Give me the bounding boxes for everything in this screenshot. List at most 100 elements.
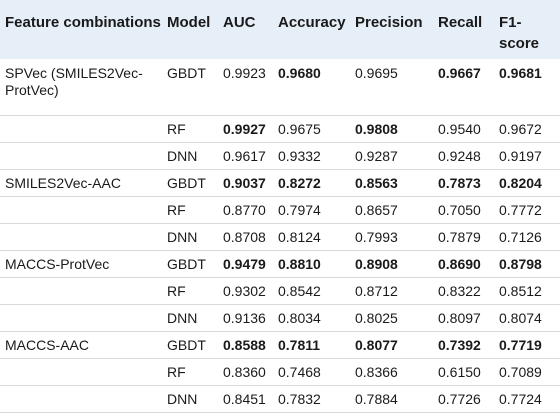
cell-recall: 0.7050 bbox=[438, 201, 481, 218]
cell-feature-combination bbox=[0, 224, 167, 251]
table-header: Feature combinations Model AUC Accuracy … bbox=[0, 0, 560, 59]
cell-auc: 0.9136 bbox=[223, 309, 266, 326]
cell-accuracy: 0.7811 bbox=[278, 336, 321, 353]
cell-f1: 0.8512 bbox=[499, 282, 542, 299]
cell-precision: 0.8025 bbox=[355, 309, 398, 326]
cell-feature-combination bbox=[0, 359, 167, 386]
cell-accuracy: 0.8034 bbox=[278, 309, 321, 326]
cell-f1: 0.8798 bbox=[499, 255, 542, 272]
cell-f1: 0.7089 bbox=[499, 363, 542, 380]
cell-auc: 0.9037 bbox=[223, 174, 266, 191]
cell-model: GBDT bbox=[167, 255, 206, 272]
cell-recall: 0.8097 bbox=[438, 309, 481, 326]
table-row: RF 0.9927 0.9675 0.9808 0.9540 0.9672 bbox=[0, 116, 560, 143]
cell-model: DNN bbox=[167, 309, 198, 326]
cell-accuracy: 0.9332 bbox=[278, 147, 321, 164]
cell-recall: 0.9540 bbox=[438, 120, 481, 137]
cell-model: DNN bbox=[167, 228, 198, 245]
cell-accuracy: 0.8810 bbox=[278, 255, 321, 272]
cell-feature-combination: SPVec (SMILES2Vec-ProtVec) bbox=[5, 65, 143, 98]
cell-model: GBDT bbox=[167, 174, 206, 191]
cell-model: DNN bbox=[167, 147, 198, 164]
table-row: MACCS-ProtVec GBDT 0.9479 0.8810 0.8908 0.869… bbox=[0, 251, 560, 278]
cell-model: GBDT bbox=[167, 336, 206, 353]
cell-auc: 0.8451 bbox=[223, 390, 266, 407]
cell-f1: 0.9197 bbox=[499, 147, 542, 164]
cell-auc: 0.8708 bbox=[223, 228, 266, 245]
header-feature-combinations: Feature combinations bbox=[5, 14, 161, 31]
cell-precision: 0.8563 bbox=[355, 174, 398, 191]
cell-auc: 0.8588 bbox=[223, 336, 266, 353]
table-row: DNN 0.8451 0.7832 0.7884 0.7726 0.7724 bbox=[0, 386, 560, 413]
cell-model: RF bbox=[167, 363, 186, 380]
cell-auc: 0.8770 bbox=[223, 201, 266, 218]
cell-recall: 0.7726 bbox=[438, 390, 481, 407]
cell-feature-combination: SMILES2Vec-AAC bbox=[5, 174, 121, 191]
header-model: Model bbox=[167, 14, 211, 31]
table-row: RF 0.8770 0.7974 0.8657 0.7050 0.7772 bbox=[0, 197, 560, 224]
header-f1-score: F1-score bbox=[499, 14, 540, 52]
cell-recall: 0.7873 bbox=[438, 174, 481, 191]
cell-f1: 0.7719 bbox=[499, 336, 542, 353]
cell-feature-combination: MACCS-AAC bbox=[5, 336, 90, 353]
cell-auc: 0.9923 bbox=[223, 65, 266, 81]
cell-precision: 0.8077 bbox=[355, 336, 398, 353]
cell-f1: 0.9681 bbox=[499, 65, 542, 81]
header-accuracy: Accuracy bbox=[278, 14, 346, 31]
cell-recall: 0.9667 bbox=[438, 65, 481, 81]
cell-model: GBDT bbox=[167, 65, 206, 81]
cell-accuracy: 0.7974 bbox=[278, 201, 321, 218]
cell-precision: 0.8657 bbox=[355, 201, 398, 218]
cell-precision: 0.9287 bbox=[355, 147, 398, 164]
cell-f1: 0.8204 bbox=[499, 174, 542, 191]
table-row: DNN 0.8708 0.8124 0.7993 0.7879 0.7126 bbox=[0, 224, 560, 251]
header-auc: AUC bbox=[223, 14, 256, 31]
table-row: SPVec (SMILES2Vec-ProtVec) GBDT 0.9923 0.96… bbox=[0, 59, 560, 116]
cell-feature-combination bbox=[0, 143, 167, 170]
cell-auc: 0.9302 bbox=[223, 282, 266, 299]
cell-recall: 0.7392 bbox=[438, 336, 481, 353]
cell-accuracy: 0.8272 bbox=[278, 174, 321, 191]
cell-recall: 0.9248 bbox=[438, 147, 481, 164]
cell-precision: 0.9808 bbox=[355, 120, 398, 137]
cell-f1: 0.7724 bbox=[499, 390, 542, 407]
cell-precision: 0.8366 bbox=[355, 363, 398, 380]
cell-precision: 0.8712 bbox=[355, 282, 398, 299]
header-precision: Precision bbox=[355, 14, 423, 31]
cell-precision: 0.7884 bbox=[355, 390, 398, 407]
table-row: DNN 0.9617 0.9332 0.9287 0.9248 0.9197 bbox=[0, 143, 560, 170]
table-row: DNN 0.9136 0.8034 0.8025 0.8097 0.8074 bbox=[0, 305, 560, 332]
cell-model: RF bbox=[167, 120, 186, 137]
cell-feature-combination bbox=[0, 386, 167, 413]
cell-feature-combination bbox=[0, 305, 167, 332]
table-row: RF 0.9302 0.8542 0.8712 0.8322 0.8512 bbox=[0, 278, 560, 305]
cell-auc: 0.8360 bbox=[223, 363, 266, 380]
cell-f1: 0.8074 bbox=[499, 309, 542, 326]
cell-accuracy: 0.8542 bbox=[278, 282, 321, 299]
cell-recall: 0.6150 bbox=[438, 363, 481, 380]
cell-accuracy: 0.8124 bbox=[278, 228, 321, 245]
table-row: SMILES2Vec-AAC GBDT 0.9037 0.8272 0.8563 0.78… bbox=[0, 170, 560, 197]
cell-precision: 0.9695 bbox=[355, 65, 398, 81]
cell-auc: 0.9927 bbox=[223, 120, 266, 137]
cell-model: RF bbox=[167, 282, 186, 299]
cell-auc: 0.9479 bbox=[223, 255, 266, 272]
cell-accuracy: 0.7832 bbox=[278, 390, 321, 407]
cell-f1: 0.7126 bbox=[499, 228, 542, 245]
cell-f1: 0.9672 bbox=[499, 120, 542, 137]
cell-accuracy: 0.9680 bbox=[278, 65, 321, 81]
table-row: RF 0.8360 0.7468 0.8366 0.6150 0.7089 bbox=[0, 359, 560, 386]
cell-feature-combination bbox=[0, 278, 167, 305]
cell-accuracy: 0.7468 bbox=[278, 363, 321, 380]
header-recall: Recall bbox=[438, 14, 483, 31]
cell-precision: 0.8908 bbox=[355, 255, 398, 272]
table-body: SPVec (SMILES2Vec-ProtVec) GBDT 0.9923 0.96… bbox=[0, 59, 560, 413]
cell-recall: 0.8690 bbox=[438, 255, 481, 272]
cell-model: DNN bbox=[167, 390, 198, 407]
cell-f1: 0.7772 bbox=[499, 201, 542, 218]
cell-feature-combination bbox=[0, 197, 167, 224]
cell-model: RF bbox=[167, 201, 186, 218]
cell-precision: 0.7993 bbox=[355, 228, 398, 245]
cell-recall: 0.7879 bbox=[438, 228, 481, 245]
